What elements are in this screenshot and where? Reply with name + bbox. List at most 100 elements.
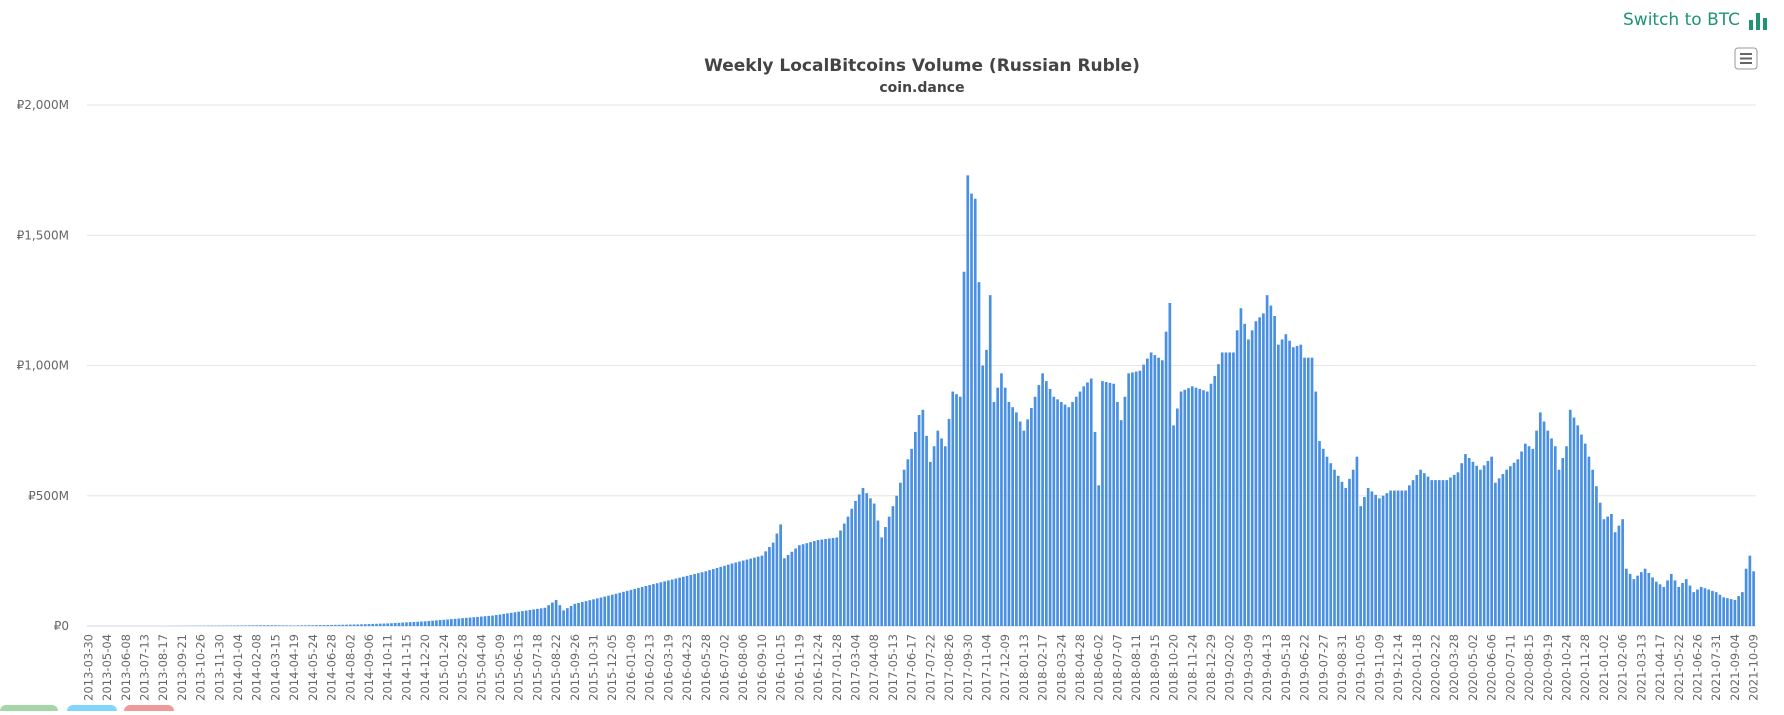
bar[interactable] bbox=[1288, 341, 1291, 626]
bar[interactable] bbox=[1232, 352, 1235, 626]
legend-chip-red[interactable] bbox=[124, 705, 174, 711]
bar[interactable] bbox=[1692, 592, 1695, 626]
bar[interactable] bbox=[480, 617, 483, 626]
bar[interactable] bbox=[686, 576, 689, 626]
bar[interactable] bbox=[1719, 595, 1722, 626]
bar[interactable] bbox=[1535, 431, 1538, 626]
bar[interactable] bbox=[1221, 352, 1224, 626]
bar[interactable] bbox=[1262, 313, 1265, 626]
bar[interactable] bbox=[1146, 359, 1149, 626]
bar[interactable] bbox=[615, 594, 618, 626]
bar[interactable] bbox=[1625, 569, 1628, 626]
bar[interactable] bbox=[413, 622, 416, 626]
bar[interactable] bbox=[1606, 517, 1609, 626]
bar[interactable] bbox=[240, 625, 243, 626]
bar[interactable] bbox=[880, 537, 883, 626]
bar[interactable] bbox=[588, 600, 591, 626]
bar[interactable] bbox=[278, 625, 281, 626]
bar[interactable] bbox=[1659, 584, 1662, 626]
bar[interactable] bbox=[1165, 332, 1168, 626]
bar[interactable] bbox=[1647, 573, 1650, 626]
bar[interactable] bbox=[989, 295, 992, 626]
bar[interactable] bbox=[1251, 330, 1254, 626]
bar[interactable] bbox=[1094, 432, 1097, 626]
bar[interactable] bbox=[476, 617, 479, 626]
bar[interactable] bbox=[312, 625, 315, 626]
bar[interactable] bbox=[828, 538, 831, 626]
bar[interactable] bbox=[1677, 587, 1680, 626]
bar[interactable] bbox=[734, 563, 737, 627]
bar[interactable] bbox=[1326, 457, 1329, 626]
bar[interactable] bbox=[944, 446, 947, 626]
bar[interactable] bbox=[1614, 532, 1617, 626]
bar[interactable] bbox=[1513, 463, 1516, 626]
bar[interactable] bbox=[645, 586, 648, 626]
bar[interactable] bbox=[1333, 470, 1336, 626]
bar[interactable] bbox=[1412, 480, 1415, 626]
bar[interactable] bbox=[420, 622, 423, 626]
bar[interactable] bbox=[1498, 478, 1501, 626]
bar[interactable] bbox=[716, 568, 719, 626]
bar[interactable] bbox=[839, 530, 842, 626]
bar[interactable] bbox=[1681, 583, 1684, 626]
bar[interactable] bbox=[390, 623, 393, 626]
bar[interactable] bbox=[757, 557, 760, 626]
bar[interactable] bbox=[1041, 373, 1044, 626]
bar[interactable] bbox=[1588, 457, 1591, 626]
bar[interactable] bbox=[1479, 470, 1482, 626]
bar[interactable] bbox=[446, 619, 449, 626]
bar[interactable] bbox=[368, 624, 371, 626]
bar[interactable] bbox=[330, 625, 333, 626]
bar[interactable] bbox=[1322, 449, 1325, 626]
bar[interactable] bbox=[607, 596, 610, 626]
bar[interactable] bbox=[1344, 488, 1347, 626]
bar[interactable] bbox=[469, 618, 472, 626]
bar[interactable] bbox=[1438, 480, 1441, 626]
bar[interactable] bbox=[633, 589, 636, 626]
bar[interactable] bbox=[1475, 466, 1478, 626]
bar[interactable] bbox=[514, 612, 517, 626]
bar[interactable] bbox=[783, 558, 786, 626]
bar[interactable] bbox=[510, 613, 513, 626]
bar[interactable] bbox=[1749, 556, 1752, 626]
bar[interactable] bbox=[285, 625, 288, 626]
bar[interactable] bbox=[1472, 462, 1475, 626]
bar[interactable] bbox=[1008, 402, 1011, 626]
bar[interactable] bbox=[1745, 569, 1748, 626]
bar[interactable] bbox=[689, 575, 692, 626]
bar[interactable] bbox=[1633, 579, 1636, 626]
bar[interactable] bbox=[1423, 473, 1426, 626]
bar[interactable] bbox=[375, 624, 378, 626]
bar[interactable] bbox=[877, 521, 880, 627]
bar[interactable] bbox=[338, 625, 341, 626]
bar[interactable] bbox=[1565, 446, 1568, 626]
bar[interactable] bbox=[611, 595, 614, 626]
bar[interactable] bbox=[1337, 476, 1340, 626]
bar[interactable] bbox=[1457, 472, 1460, 626]
bar[interactable] bbox=[360, 624, 363, 626]
bar[interactable] bbox=[1150, 352, 1153, 626]
bar[interactable] bbox=[274, 625, 277, 626]
bar[interactable] bbox=[472, 617, 475, 626]
bar[interactable] bbox=[1415, 475, 1418, 626]
bar[interactable] bbox=[1524, 444, 1527, 626]
bar[interactable] bbox=[663, 581, 666, 626]
bar[interactable] bbox=[1700, 587, 1703, 626]
bar[interactable] bbox=[491, 616, 494, 626]
bar[interactable] bbox=[1299, 345, 1302, 626]
bar[interactable] bbox=[416, 622, 419, 626]
bar[interactable] bbox=[1554, 446, 1557, 626]
bar[interactable] bbox=[1397, 491, 1400, 626]
bar[interactable] bbox=[1644, 569, 1647, 626]
bar[interactable] bbox=[465, 618, 468, 626]
bar[interactable] bbox=[506, 613, 509, 626]
bar[interactable] bbox=[1183, 390, 1186, 626]
bar[interactable] bbox=[1427, 477, 1430, 626]
bar[interactable] bbox=[656, 583, 659, 626]
bar[interactable] bbox=[1284, 334, 1287, 626]
bar[interactable] bbox=[1082, 386, 1085, 626]
bar[interactable] bbox=[1243, 324, 1246, 626]
bar[interactable] bbox=[1655, 582, 1658, 626]
bar[interactable] bbox=[1067, 407, 1070, 626]
bar[interactable] bbox=[712, 569, 715, 626]
